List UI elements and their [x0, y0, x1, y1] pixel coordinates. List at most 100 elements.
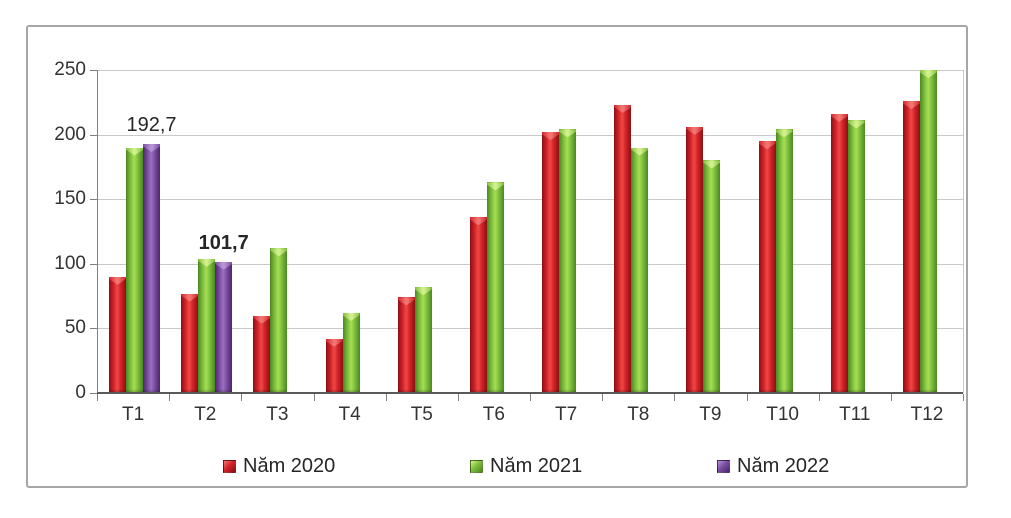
bar-cap: [775, 129, 793, 138]
x-axis-tick-9: [746, 394, 748, 401]
bar-cap: [486, 182, 504, 191]
x-category-label-T3: T3: [266, 404, 289, 425]
x-category-label-T6: T6: [482, 404, 505, 425]
bar-T3-Năm-2021: [270, 248, 288, 393]
bar-T4-Năm-2021: [342, 312, 360, 393]
legend-item-2021: Năm 2021: [470, 455, 582, 478]
bar-base-shade: [143, 389, 160, 393]
legend-label-2021: Năm 2021: [490, 455, 583, 477]
bar-T2-Năm-2020: [181, 293, 199, 393]
bar-base-shade: [703, 388, 721, 393]
bar-cap: [181, 293, 199, 302]
y-axis-tick-50: [90, 328, 97, 330]
bar-base-shade: [614, 388, 632, 393]
bar-base-shade: [919, 389, 937, 393]
bar-cap: [686, 126, 704, 135]
y-axis-tick-250: [90, 70, 97, 71]
legend-marker-2022: [717, 460, 730, 473]
bar-T7-Năm-2021: [559, 129, 576, 393]
bar-base-shade: [559, 388, 576, 393]
gridline-50: [97, 328, 963, 330]
bar-T1-Năm-2022: [143, 144, 160, 393]
bar-base-shade: [325, 388, 343, 393]
bar-base-shade: [686, 388, 704, 393]
bar-T6-Năm-2020: [469, 217, 487, 393]
bar-cap: [414, 287, 432, 296]
bar-base-shade: [397, 388, 415, 393]
bar-T5-Năm-2021: [414, 287, 432, 393]
x-axis-tick-2: [241, 394, 243, 401]
x-axis-tick-10: [818, 394, 820, 401]
y-tick-label-250: 250: [54, 59, 86, 80]
bar-T8-Năm-2020: [614, 104, 632, 393]
x-axis-tick-0: [97, 394, 98, 401]
bar-base-shade: [631, 389, 649, 393]
bar-base-shade: [542, 389, 559, 393]
bar-base-shade: [830, 388, 848, 393]
legend-label-2020: Năm 2020: [243, 455, 336, 477]
x-axis-tick-12: [963, 394, 964, 401]
bar-T2-Năm-2022: [215, 261, 233, 393]
data-label-0: 192,7: [126, 114, 177, 136]
data-label-1: 101,7: [198, 231, 249, 254]
x-axis-tick-4: [385, 394, 387, 401]
bar-cap: [397, 297, 415, 306]
x-axis-tick-6: [530, 394, 531, 401]
bar-T5-Năm-2020: [397, 297, 415, 393]
gridline-200: [97, 134, 963, 136]
x-axis-tick-1: [169, 394, 171, 401]
bar-cap: [469, 217, 487, 226]
x-axis-tick-3: [313, 394, 315, 401]
bar-base-shade: [469, 388, 487, 393]
bar-cap: [542, 132, 559, 140]
bar-T11-Năm-2021: [847, 120, 865, 393]
x-category-label-T2: T2: [194, 404, 217, 425]
y-tick-label-200: 200: [54, 123, 86, 145]
bar-cap: [342, 312, 360, 321]
bar-T4-Năm-2020: [325, 338, 343, 393]
bar-cap: [126, 147, 143, 156]
plot-right-border: [963, 70, 964, 393]
y-tick-label-50: 50: [64, 317, 86, 339]
bar-cap: [758, 141, 776, 150]
bar-cap: [325, 338, 343, 347]
bar-cap: [143, 144, 160, 152]
bar-T9-Năm-2020: [686, 126, 704, 393]
x-axis-tick-8: [674, 394, 676, 401]
bar-T12-Năm-2020: [902, 101, 920, 393]
bar-cap: [703, 160, 721, 169]
bar-base-shade: [109, 388, 126, 393]
bar-base-shade: [270, 388, 288, 393]
bar-cap: [919, 70, 937, 78]
bar-T2-Năm-2021: [198, 258, 216, 393]
y-tick-label-100: 100: [54, 252, 86, 274]
y-tick-label-150: 150: [54, 188, 86, 210]
bar-T10-Năm-2021: [775, 129, 793, 393]
bar-T6-Năm-2021: [486, 182, 504, 393]
x-axis-line: [97, 392, 963, 394]
bar-T7-Năm-2020: [542, 132, 559, 393]
bar-base-shade: [215, 388, 233, 393]
y-axis-line: [97, 70, 98, 393]
bar-cap: [847, 120, 865, 129]
y-tick-label-0: 0: [75, 382, 86, 403]
y-axis-tick-0: [90, 393, 97, 394]
x-category-label-T9: T9: [699, 404, 722, 425]
bar-base-shade: [775, 388, 793, 393]
legend-item-2022: Năm 2022: [717, 455, 829, 478]
bar-cap: [109, 276, 126, 285]
bar-cap: [631, 147, 649, 156]
bar-base-shade: [253, 389, 271, 393]
bar-T12-Năm-2021: [919, 70, 937, 393]
bar-cap: [215, 261, 233, 270]
gridline-250: [97, 70, 963, 71]
x-axis-tick-5: [457, 394, 459, 401]
bar-base-shade: [486, 388, 504, 393]
bar-base-shade: [126, 389, 143, 393]
bar-T1-Năm-2020: [109, 276, 126, 393]
x-category-label-T1: T1: [122, 404, 145, 425]
x-category-label-T12: T12: [910, 404, 944, 425]
x-axis-tick-7: [602, 394, 604, 401]
bar-T3-Năm-2020: [253, 315, 271, 393]
bar-base-shade: [902, 389, 920, 393]
